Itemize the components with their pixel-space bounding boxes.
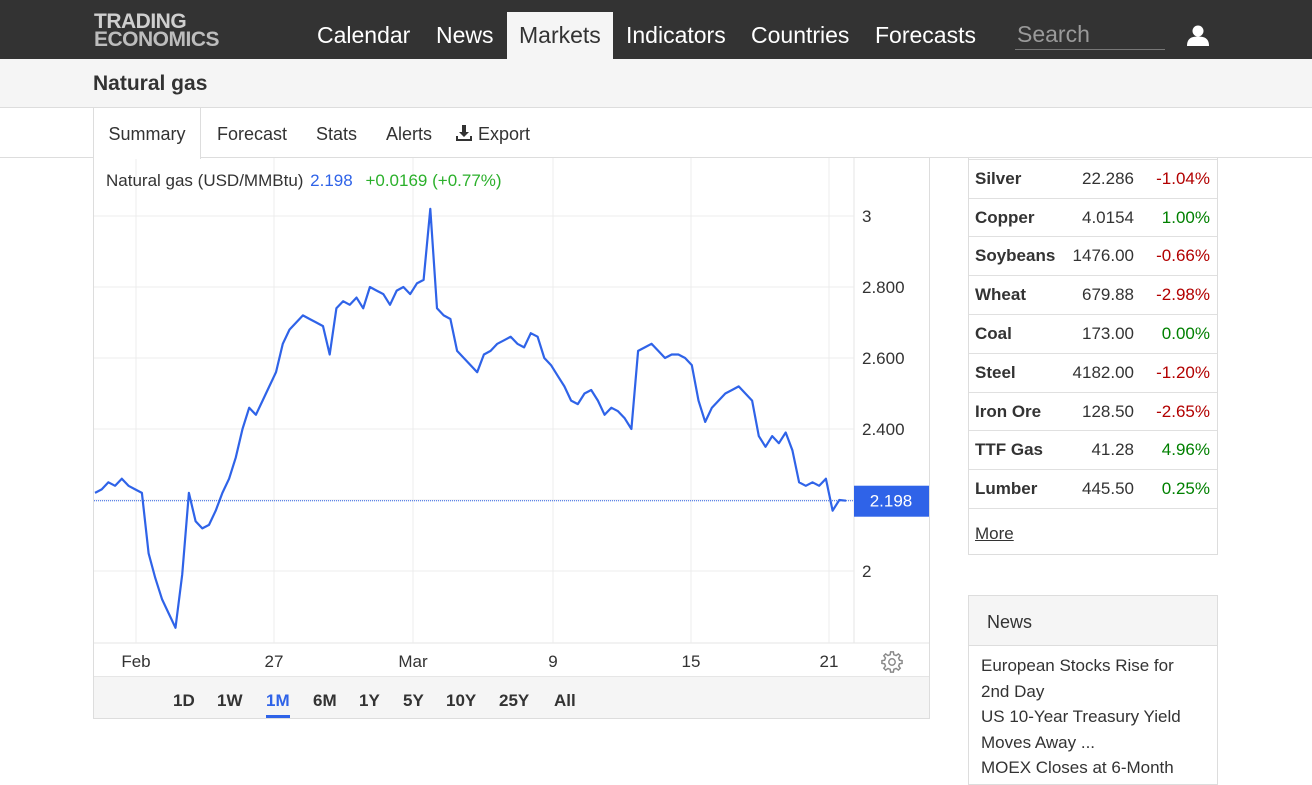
x-tick-label: Mar (398, 652, 428, 671)
commodity-name[interactable]: Copper (975, 207, 1035, 227)
commodity-value: 4182.00 (1072, 362, 1134, 382)
range-button-1m[interactable]: 1M (266, 691, 290, 718)
news-item[interactable]: European Stocks Rise for 2nd Day (981, 656, 1174, 701)
x-tick-label: Feb (121, 652, 150, 671)
commodity-value: 173.00 (1082, 323, 1134, 343)
search-input[interactable]: Search (1015, 20, 1165, 50)
price-chart[interactable]: 2 2.400 2.600 2.800 3 Feb 27 Mar 9 15 21 2.198 (94, 158, 929, 676)
commodity-change: -0.66% (1156, 246, 1210, 266)
last-value-label: 2.198 (870, 492, 913, 511)
range-button-1d[interactable]: 1D (173, 691, 195, 710)
download-icon (456, 125, 472, 141)
commodity-name[interactable]: Steel (975, 362, 1016, 382)
commodity-change: 0.25% (1161, 479, 1210, 499)
nav-news[interactable]: News (436, 22, 494, 48)
commodity-change: 1.00% (1161, 207, 1210, 227)
tab-stats[interactable]: Stats (316, 124, 358, 144)
nav-calendar[interactable]: Calendar (317, 22, 411, 48)
x-tick-label: 27 (265, 652, 284, 671)
commodity-change: 4.96% (1161, 440, 1210, 460)
commodity-name[interactable]: Lumber (975, 479, 1038, 499)
news-item[interactable]: US 10-Year Treasury Yield Moves Away ... (981, 707, 1181, 752)
range-button-1w[interactable]: 1W (217, 691, 243, 710)
price-series-line (94, 207, 847, 629)
tabs-bar: Summary Forecast Stats Alerts Export (0, 108, 1312, 159)
more-row: More (969, 509, 1217, 554)
nav-countries[interactable]: Countries (751, 22, 850, 48)
chart-panel: 2 2.400 2.600 2.800 3 Feb 27 Mar 9 15 21 2.198 Natu… (93, 158, 930, 719)
commodity-name[interactable]: TTF Gas (975, 440, 1044, 460)
y-tick-label: 2.800 (862, 278, 905, 297)
tab-forecast[interactable]: Forecast (217, 124, 288, 144)
tab-export[interactable]: Export (456, 108, 530, 158)
commodity-name[interactable]: Silver (975, 168, 1022, 188)
range-button-all[interactable]: All (554, 691, 576, 710)
commodity-value: 679.88 (1082, 285, 1134, 305)
range-button-1y[interactable]: 1Y (359, 691, 380, 710)
range-button-6m[interactable]: 6M (313, 691, 337, 710)
commodity-value: 22.286 (1082, 168, 1134, 188)
y-tick-label: 2.400 (862, 420, 905, 439)
range-selector: 1D 1W 1M 6M 1Y 5Y 10Y 25Y All (94, 676, 929, 718)
commodity-name[interactable]: Iron Ore (975, 401, 1042, 421)
more-link[interactable]: More (975, 523, 1014, 543)
commodity-row[interactable]: Steel 4182.00 -1.20% (969, 354, 1217, 393)
commodity-value: 41.28 (1091, 440, 1134, 460)
last-value-badge (854, 485, 929, 517)
news-header: News (969, 596, 1217, 646)
user-icon[interactable] (1186, 24, 1210, 46)
y-tick-label: 3 (862, 207, 871, 226)
commodity-value: 128.50 (1082, 401, 1134, 421)
export-label: Export (478, 124, 531, 144)
tab-summary[interactable]: Summary (93, 108, 201, 159)
nav-forecasts[interactable]: Forecasts (875, 22, 976, 48)
trading-economics-logo[interactable]: TRADING ECONOMICS (94, 10, 220, 51)
commodity-row[interactable]: Lumber 445.50 0.25% (969, 470, 1217, 509)
range-button-10y[interactable]: 10Y (446, 691, 477, 710)
commodity-row[interactable]: Silver 22.286 -1.04% (969, 160, 1217, 199)
y-tick-label: 2 (862, 562, 871, 581)
page-title: Natural gas (93, 72, 208, 95)
commodity-name[interactable]: Wheat (975, 285, 1026, 305)
y-tick-label: 2.600 (862, 349, 905, 368)
nav-markets[interactable]: Markets (507, 12, 613, 59)
commodity-change: -2.98% (1156, 285, 1210, 305)
x-tick-label: 9 (548, 652, 557, 671)
commodity-row[interactable]: Coal 173.00 0.00% (969, 315, 1217, 354)
chart-price: 2.198 (310, 171, 353, 190)
commodity-row[interactable]: Soybeans 1476.00 -0.66% (969, 237, 1217, 277)
commodity-value: 4.0154 (1082, 207, 1134, 227)
commodity-row[interactable]: Wheat 679.88 -2.98% (969, 276, 1217, 315)
news-item[interactable]: MOEX Closes at 6-Month (981, 758, 1174, 777)
commodity-name[interactable]: Coal (975, 323, 1012, 343)
title-bar: Natural gas (0, 59, 1312, 108)
x-tick-label: 15 (682, 652, 701, 671)
gear-icon[interactable] (881, 651, 903, 673)
commodities-table: Gold1944.09-1.75%Silver22.286-1.04%Coppe… (968, 120, 1218, 555)
nav-indicators[interactable]: Indicators (626, 22, 726, 48)
top-navbar: TRADING ECONOMICS Calendar News Markets … (0, 0, 1312, 59)
news-box: News European Stocks Rise for 2nd Day US … (968, 595, 1218, 785)
logo-line-2: ECONOMICS (94, 28, 220, 51)
logo-line-1: TRADING (94, 10, 187, 33)
chart-header: Natural gas (USD/MMBtu) 2.198 +0.0169 (+… (106, 171, 502, 191)
commodity-value: 1476.00 (1072, 246, 1134, 266)
commodity-change: -1.20% (1156, 362, 1210, 382)
commodity-change: 0.00% (1161, 323, 1210, 343)
tab-alerts[interactable]: Alerts (386, 124, 433, 144)
chart-label: Natural gas (USD/MMBtu) (106, 171, 304, 190)
range-button-5y[interactable]: 5Y (403, 691, 424, 710)
commodity-row[interactable]: TTF Gas 41.28 4.96% (969, 431, 1217, 471)
commodity-change: -2.65% (1156, 401, 1210, 421)
news-list: European Stocks Rise for 2nd Day US 10-Ye… (969, 646, 1217, 781)
x-tick-label: 21 (820, 652, 839, 671)
chart-change: +0.0169 (+0.77%) (365, 171, 502, 190)
commodity-value: 445.50 (1082, 479, 1134, 499)
range-button-25y[interactable]: 25Y (499, 691, 530, 710)
commodity-row[interactable]: Iron Ore 128.50 -2.65% (969, 393, 1217, 432)
commodity-change: -1.04% (1156, 168, 1210, 188)
commodity-name[interactable]: Soybeans (975, 246, 1056, 266)
commodity-row[interactable]: Copper 4.0154 1.00% (969, 199, 1217, 238)
